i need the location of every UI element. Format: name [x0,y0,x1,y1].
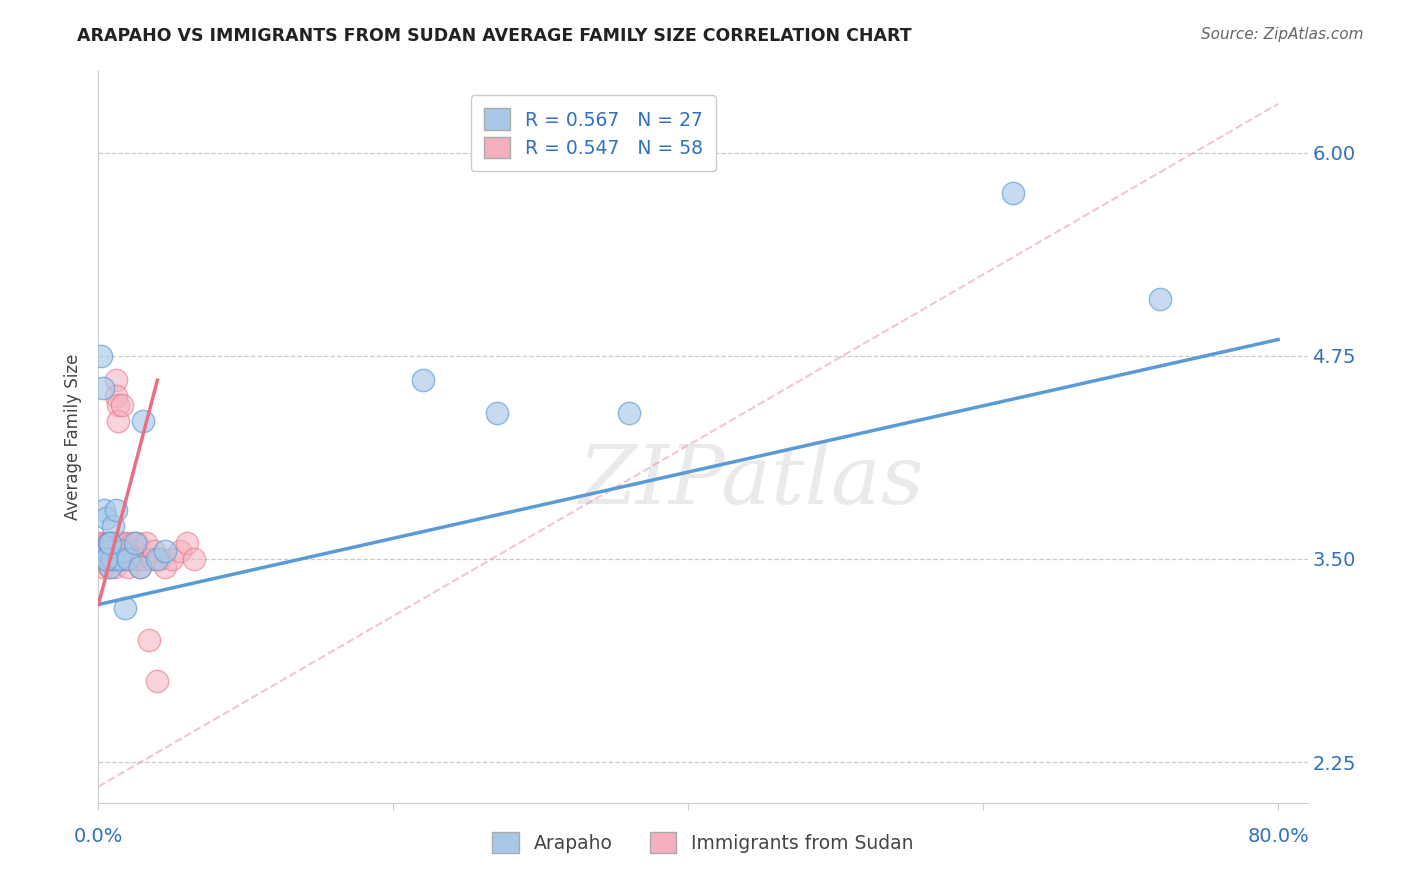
Point [104,544,127,558]
Point [111,544,134,558]
Point [98,535,121,549]
Point [131,552,153,566]
Point [114,600,136,615]
Point [1001,186,1024,201]
Point [94,552,117,566]
Point [100,552,122,566]
Point [91,544,114,558]
Point [101,519,124,533]
Point [128,560,150,574]
Point [94,544,117,558]
Point [94,552,117,566]
Point [122,552,145,566]
Point [100,544,122,558]
Point [97,560,120,574]
Point [97,544,120,558]
Point [128,560,150,574]
Point [176,535,198,549]
Legend: Arapaho, Immigrants from Sudan: Arapaho, Immigrants from Sudan [479,819,927,866]
Point [93,535,115,549]
Point [183,552,205,566]
Point [108,552,131,566]
Point [91,560,114,574]
Point [117,560,139,574]
Point [90,552,112,566]
Text: 80.0%: 80.0% [1247,827,1309,847]
Point [153,544,176,558]
Text: Source: ZipAtlas.com: Source: ZipAtlas.com [1201,27,1364,42]
Point [125,535,148,549]
Point [105,389,128,403]
Text: ARAPAHO VS IMMIGRANTS FROM SUDAN AVERAGE FAMILY SIZE CORRELATION CHART: ARAPAHO VS IMMIGRANTS FROM SUDAN AVERAGE… [77,27,912,45]
Point [111,398,134,412]
Point [141,552,163,566]
Point [131,414,153,428]
Point [1149,292,1171,306]
Point [112,535,135,549]
Point [111,544,134,558]
Point [110,535,132,549]
Point [121,535,143,549]
Point [160,552,183,566]
Point [98,535,121,549]
Point [114,552,136,566]
Point [485,406,508,420]
Point [146,552,169,566]
Point [153,560,176,574]
Point [91,381,114,395]
Point [146,673,169,688]
Point [94,511,117,525]
Point [93,552,115,566]
Point [100,552,122,566]
Point [114,544,136,558]
Point [127,552,149,566]
Point [96,544,118,558]
Point [97,535,120,549]
Point [412,373,434,387]
Point [118,544,141,558]
Text: ZIPatlas: ZIPatlas [579,441,924,521]
Point [90,535,112,549]
Point [107,398,129,412]
Point [101,535,124,549]
Point [93,503,115,517]
Point [101,552,124,566]
Point [90,349,112,363]
Point [135,535,157,549]
Point [110,552,132,566]
Point [104,560,127,574]
Text: 0.0%: 0.0% [73,827,124,847]
Point [619,406,641,420]
Point [117,552,139,566]
Point [105,373,128,387]
Point [107,414,129,428]
Point [169,544,191,558]
Point [98,552,121,566]
Point [97,535,120,549]
Point [143,544,166,558]
Point [124,535,146,549]
Point [98,560,121,574]
Y-axis label: Average Family Size: Average Family Size [65,354,83,520]
Point [120,552,142,566]
Point [112,552,135,566]
Point [96,552,118,566]
Point [115,552,138,566]
Point [124,544,146,558]
Point [105,503,128,517]
Point [149,552,172,566]
Point [96,552,118,566]
Point [89,552,111,566]
Point [108,552,131,566]
Point [96,535,118,549]
Point [115,535,138,549]
Point [138,633,160,648]
